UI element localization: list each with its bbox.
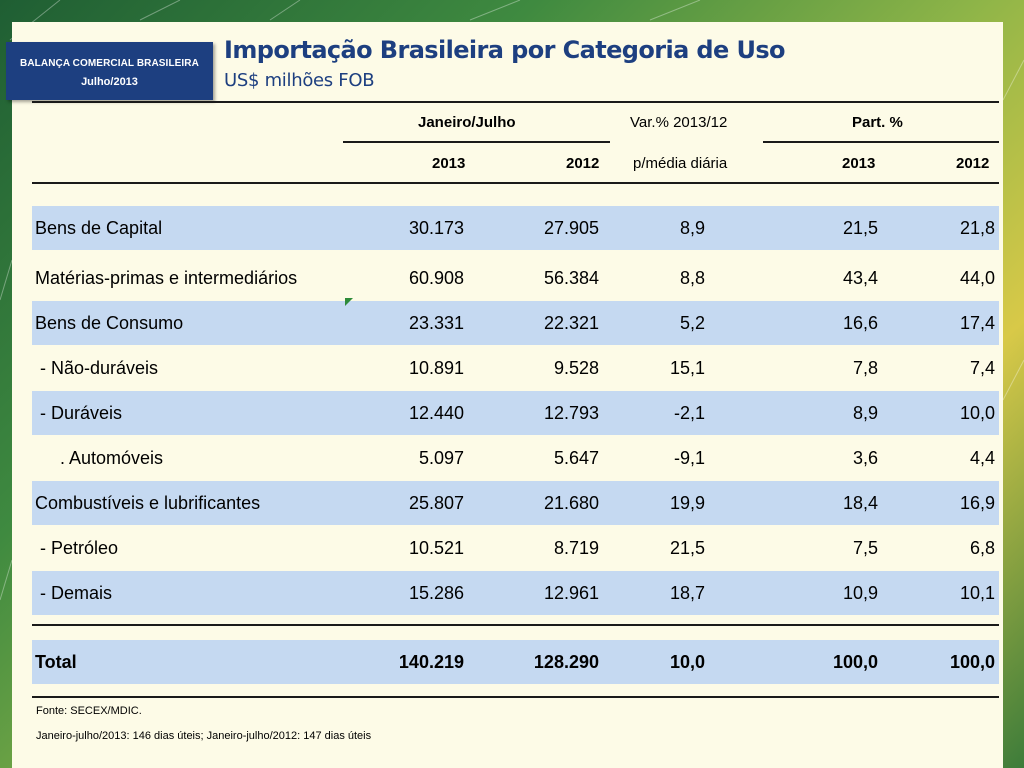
table-bottom-rule <box>32 696 999 698</box>
cell-part-2012: 44,0 <box>959 267 995 288</box>
cell-2012: 27.905 <box>543 217 599 238</box>
page-subtitle: US$ milhões FOB <box>224 70 375 91</box>
cell-part-2012: 6,8 <box>969 537 995 558</box>
cell-2012: 8.719 <box>553 537 599 558</box>
cell-2012: 12.961 <box>543 582 599 603</box>
cell-var: 5,2 <box>679 312 705 333</box>
cell-var: 18,7 <box>669 582 705 603</box>
cell-var: 15,1 <box>669 357 705 378</box>
footnote-source: Fonte: SECEX/MDIC. <box>36 705 142 717</box>
footnote-working-days: Janeiro-julho/2013: 146 dias úteis; Jane… <box>36 730 372 742</box>
cell-part-2013: 7,8 <box>852 357 878 378</box>
cell-2013: 5.097 <box>418 447 464 468</box>
row-label: Combustíveis e lubrificantes <box>35 492 261 513</box>
cell-var: 8,9 <box>679 217 705 238</box>
header-period-group: Janeiro/Julho <box>418 114 516 131</box>
cell-2013: 10.521 <box>408 537 464 558</box>
total-2012: 128.290 <box>533 651 599 672</box>
row-label: - Não-duráveis <box>35 357 159 378</box>
cell-part-2012: 10,0 <box>959 402 995 423</box>
cell-2012: 12.793 <box>543 402 599 423</box>
total-2013: 140.219 <box>398 651 464 672</box>
table-row: Combustíveis e lubrificantes 25.807 21.6… <box>32 481 999 525</box>
cell-part-2012: 21,8 <box>959 217 995 238</box>
total-part-2013: 100,0 <box>832 651 878 672</box>
cell-2013: 30.173 <box>408 217 464 238</box>
cell-var: 8,8 <box>679 267 705 288</box>
header-col-part-2012: 2012 <box>956 155 990 172</box>
cell-2012: 5.647 <box>553 447 599 468</box>
row-label: - Duráveis <box>35 402 123 423</box>
cell-2012: 9.528 <box>553 357 599 378</box>
cell-part-2012: 7,4 <box>969 357 995 378</box>
cell-2012: 21.680 <box>543 492 599 513</box>
header-col-var: p/média diária <box>633 155 728 172</box>
cell-var: -2,1 <box>673 402 705 423</box>
cell-var: 19,9 <box>669 492 705 513</box>
cell-part-2013: 8,9 <box>852 402 878 423</box>
cell-var: 21,5 <box>669 537 705 558</box>
table-row: - Petróleo 10.521 8.719 21,5 7,5 6,8 <box>32 526 999 570</box>
cell-2013: 10.891 <box>408 357 464 378</box>
total-row: Total 140.219 128.290 10,0 100,0 100,0 <box>32 640 999 684</box>
cell-part-2012: 16,9 <box>959 492 995 513</box>
cell-2013: 15.286 <box>408 582 464 603</box>
row-label: . Automóveis <box>35 447 164 468</box>
cell-part-2012: 17,4 <box>959 312 995 333</box>
badge-period: Julho/2013 <box>81 76 138 88</box>
table-row: - Demais 15.286 12.961 18,7 10,9 10,1 <box>32 571 999 615</box>
row-label: - Demais <box>35 582 113 603</box>
cell-part-2013: 7,5 <box>852 537 878 558</box>
row-label: - Petróleo <box>35 537 119 558</box>
comment-marker <box>345 298 353 306</box>
cell-var: -9,1 <box>673 447 705 468</box>
header-col-part-2013: 2013 <box>842 155 876 172</box>
cell-part-2013: 18,4 <box>842 492 878 513</box>
cell-2013: 23.331 <box>408 312 464 333</box>
cell-part-2013: 16,6 <box>842 312 878 333</box>
header-var-group: Var.% 2013/12 <box>630 114 728 131</box>
total-label: Total <box>35 651 77 672</box>
total-top-rule <box>32 624 999 626</box>
period-group-rule <box>343 141 610 143</box>
header-part-group: Part. % <box>852 114 903 131</box>
header-bottom-rule <box>32 182 999 184</box>
table-row: Bens de Capital 30.173 27.905 8,9 21,5 2… <box>32 206 999 250</box>
part-group-rule <box>763 141 999 143</box>
cell-part-2012: 4,4 <box>969 447 995 468</box>
header-col-2013: 2013 <box>432 155 466 172</box>
page-title: Importação Brasileira por Categoria de U… <box>224 36 786 64</box>
header-col-2012: 2012 <box>566 155 600 172</box>
cell-2012: 22.321 <box>543 312 599 333</box>
total-part-2012: 100,0 <box>949 651 995 672</box>
cell-part-2013: 3,6 <box>852 447 878 468</box>
total-var: 10,0 <box>669 651 705 672</box>
table-row: Bens de Consumo 23.331 22.321 5,2 16,6 1… <box>32 301 999 345</box>
row-label: Bens de Capital <box>35 217 163 238</box>
cell-2012: 56.384 <box>543 267 599 288</box>
badge-title: BALANÇA COMERCIAL BRASILEIRA <box>20 58 199 69</box>
cell-2013: 25.807 <box>408 492 464 513</box>
row-label: Bens de Consumo <box>35 312 184 333</box>
cell-part-2013: 10,9 <box>842 582 878 603</box>
table-top-rule <box>32 101 999 103</box>
table-row: - Não-duráveis 10.891 9.528 15,1 7,8 7,4 <box>32 346 999 390</box>
cell-2013: 12.440 <box>408 402 464 423</box>
cell-2013: 60.908 <box>408 267 464 288</box>
table-row: - Duráveis 12.440 12.793 -2,1 8,9 10,0 <box>32 391 999 435</box>
report-badge: BALANÇA COMERCIAL BRASILEIRA Julho/2013 <box>6 42 213 100</box>
table-row: . Automóveis 5.097 5.647 -9,1 3,6 4,4 <box>32 436 999 480</box>
cell-part-2013: 43,4 <box>842 267 878 288</box>
cell-part-2013: 21,5 <box>842 217 878 238</box>
row-label: Matérias-primas e intermediários <box>35 267 298 288</box>
table-row: Matérias-primas e intermediários 60.908 … <box>32 256 999 300</box>
cell-part-2012: 10,1 <box>959 582 995 603</box>
